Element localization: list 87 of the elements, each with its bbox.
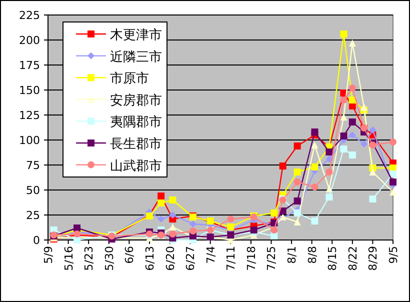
x-tick-label: 8/15 — [326, 246, 340, 271]
y-tick-label: 100 — [19, 134, 40, 147]
x-tick-label: 6/6 — [123, 246, 136, 264]
x-tick-label: 5/30 — [102, 246, 116, 271]
point — [360, 140, 368, 148]
point — [158, 200, 165, 206]
legend-label: 市原市 — [110, 72, 149, 87]
x-tick-label: 8/8 — [306, 246, 319, 264]
point — [294, 168, 301, 176]
point — [390, 188, 396, 196]
point — [326, 156, 333, 162]
point — [270, 210, 278, 216]
point — [390, 178, 396, 186]
legend-label: 安房郡市 — [110, 92, 162, 108]
point — [311, 128, 318, 136]
y-tick-label: 200 — [19, 34, 40, 47]
x-tick-label: 6/27 — [184, 246, 198, 271]
x-tick-label: 5/9 — [42, 246, 55, 264]
x-tick-label: 8/1 — [286, 246, 299, 264]
point — [390, 170, 396, 178]
point — [340, 30, 348, 38]
point — [326, 148, 333, 156]
point — [294, 178, 301, 186]
x-tick-label: 5/23 — [82, 246, 96, 271]
point — [311, 164, 318, 170]
x-tick-label: 8/29 — [366, 246, 380, 271]
x-tick-label: 7/25 — [265, 246, 278, 271]
point — [369, 126, 376, 134]
point — [169, 212, 176, 218]
point — [340, 132, 348, 140]
point — [360, 104, 368, 110]
point — [158, 216, 165, 222]
x-tick-label: 9/5 — [387, 246, 400, 264]
x-tick-label: 6/20 — [164, 246, 177, 271]
point — [169, 196, 176, 204]
x-tick-label: 8/22 — [346, 246, 360, 271]
point — [326, 168, 333, 176]
point — [279, 208, 286, 214]
point — [340, 96, 348, 104]
point — [348, 84, 356, 92]
x-tick-label: 5/16 — [62, 246, 76, 271]
point — [158, 192, 165, 200]
point — [294, 198, 301, 204]
legend-label: 木更津市 — [110, 28, 162, 43]
point — [348, 40, 356, 46]
point — [369, 168, 376, 176]
y-tick-label: 50 — [26, 184, 40, 197]
y-tick-label: 25 — [26, 209, 40, 222]
point — [348, 132, 356, 138]
point — [340, 114, 348, 120]
y-tick-label: 225 — [19, 9, 40, 22]
legend-label: 近隣三市 — [110, 50, 162, 65]
y-tick-label: 150 — [19, 84, 40, 97]
point — [311, 218, 318, 224]
x-tick-label: 7/4 — [204, 246, 218, 264]
point — [340, 146, 348, 152]
legend-label: 夷隅郡市 — [110, 115, 162, 130]
point — [326, 194, 333, 200]
point — [270, 232, 278, 240]
point — [169, 230, 176, 238]
x-tick-label: 6/13 — [143, 246, 156, 271]
point — [348, 96, 356, 104]
y-tick-label: 75 — [26, 159, 40, 172]
y-tick-label: 175 — [19, 59, 40, 72]
point — [311, 142, 318, 148]
point — [279, 162, 286, 170]
point — [270, 226, 278, 234]
y-tick-label: 125 — [19, 109, 40, 122]
point — [227, 224, 234, 230]
point — [189, 220, 196, 228]
point — [348, 152, 356, 158]
point — [348, 118, 356, 126]
y-tick-label: 0 — [33, 234, 40, 247]
point — [311, 184, 318, 190]
point — [73, 236, 80, 244]
x-tick-label: 7/11 — [224, 246, 238, 271]
point — [169, 224, 176, 230]
x-tick-label: 7/18 — [244, 246, 258, 271]
point — [189, 228, 196, 234]
point — [227, 216, 234, 222]
legend-label: 山武郡市 — [110, 158, 162, 174]
point — [369, 196, 376, 202]
point — [390, 138, 396, 146]
point — [294, 218, 301, 226]
point — [294, 210, 301, 216]
legend-label: 長生郡市 — [110, 137, 162, 152]
point — [294, 142, 301, 150]
